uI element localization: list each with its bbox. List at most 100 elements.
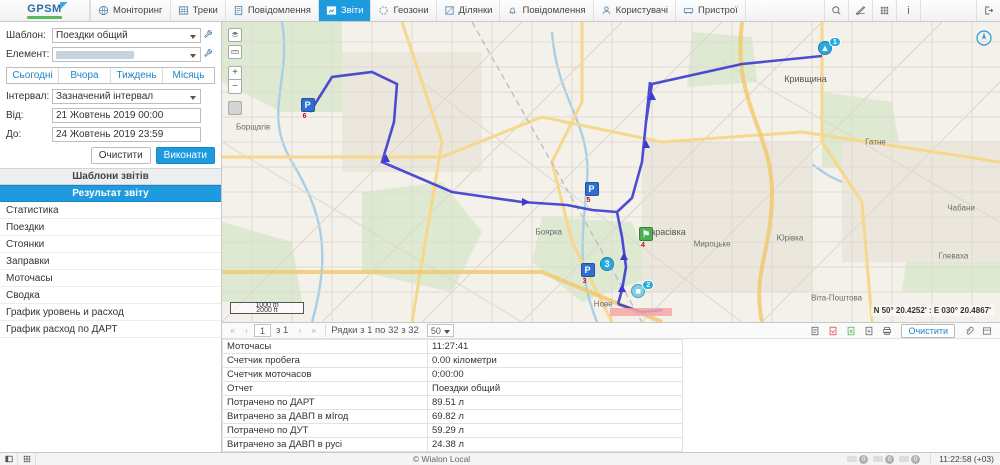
top-navigation-bar: GPSM ◤ Монiторинг Треки — [0, 0, 1000, 22]
layers-icon[interactable] — [228, 28, 242, 42]
nav-item-devices[interactable]: Пристрої — [676, 0, 746, 21]
table-row[interactable]: Потрачено по ДУТ 59.29 л — [222, 423, 683, 438]
range-month[interactable]: Місяць — [163, 68, 214, 83]
table-row[interactable]: Витрачено за ДАВП в мîгод 69.82 л — [222, 409, 683, 424]
nav-item-messages[interactable]: Повідомлення — [226, 0, 319, 21]
toggle-panel-icon[interactable] — [0, 453, 18, 465]
counter-events[interactable]: 0 — [873, 454, 895, 464]
parking-marker[interactable]: P 6 — [300, 98, 315, 120]
range-today[interactable]: Сьогодні — [7, 68, 59, 83]
to-date-input[interactable]: 24 Жовтень 2019 23:59 — [52, 127, 201, 142]
range-yesterday[interactable]: Вчора — [59, 68, 111, 83]
counter-icon — [873, 456, 884, 462]
app-logo[interactable]: GPSM ◤ — [0, 0, 90, 21]
sidebar-item-statistics[interactable]: Статистика — [0, 202, 221, 219]
interval-value: Зазначений інтервал — [56, 91, 154, 102]
interval-select[interactable]: Зазначений інтервал — [52, 89, 201, 104]
map-label: Юрівка — [776, 233, 804, 243]
parking-marker[interactable]: P 3 — [580, 263, 595, 285]
template-settings-icon[interactable] — [201, 29, 215, 42]
finish-marker[interactable]: ▲ 1 — [817, 37, 841, 55]
nav-item-tracks[interactable]: Треки — [171, 0, 226, 21]
sidebar-item-summary[interactable]: Сводка — [0, 287, 221, 304]
grid-view-icon[interactable] — [18, 453, 36, 465]
marker-glyph: ⚑ — [641, 228, 651, 239]
unit-marker[interactable]: ■ 2 — [631, 280, 655, 298]
report-icon — [326, 5, 337, 16]
counter-messages[interactable]: 0 — [847, 454, 869, 464]
split-view-icon[interactable] — [979, 324, 995, 338]
ruler-icon[interactable] — [848, 0, 872, 21]
apps-grid-icon[interactable] — [872, 0, 896, 21]
parking-marker[interactable]: P 5 — [584, 182, 599, 204]
zoom-out-button[interactable]: − — [228, 80, 242, 94]
sidebar-item-chart-level-consumption[interactable]: График уровень и расход — [0, 304, 221, 321]
section-report-templates[interactable]: Шаблони звітів — [0, 168, 221, 185]
logout-icon[interactable] — [976, 0, 1000, 21]
trip-marker[interactable]: ⚑ 4 — [639, 227, 653, 249]
nav-label: Монiторинг — [113, 5, 163, 16]
export-pdf-icon[interactable] — [825, 324, 841, 338]
sidebar-item-enginehours[interactable]: Моточасы — [0, 270, 221, 287]
search-icon[interactable] — [824, 0, 848, 21]
clear-button[interactable]: Очистити — [90, 147, 151, 164]
marker-glyph: P — [588, 184, 595, 194]
export-excel-icon[interactable] — [843, 324, 859, 338]
measure-icon[interactable] — [228, 45, 242, 59]
table-row[interactable]: Витрачено за ДАВП в русі 24.38 л — [222, 437, 683, 452]
from-date-input[interactable]: 21 Жовтень 2019 00:00 — [52, 108, 201, 123]
counter-alerts[interactable]: 0 — [899, 454, 921, 464]
row-value: 89.51 л — [427, 395, 683, 410]
sidebar-item-chart-dart-consumption[interactable]: График расход по ДАРТ — [0, 321, 221, 338]
table-row[interactable]: Витрачено за ДАВП на холостому ходу 48.9… — [222, 451, 683, 452]
element-settings-icon[interactable] — [201, 48, 215, 61]
zoom-in-button[interactable]: + — [228, 66, 242, 80]
page-total-label: з 1 — [276, 325, 289, 336]
attachment-icon[interactable] — [961, 324, 977, 338]
last-page-button[interactable]: » — [311, 326, 316, 335]
page-size-select[interactable]: 50 — [426, 324, 454, 337]
section-report-result[interactable]: Результат звіту — [0, 185, 221, 202]
sidebar-item-parkings[interactable]: Стоянки — [0, 236, 221, 253]
map-label: Віта-Поштова — [811, 293, 863, 303]
map-view[interactable]: + − 1000 m 2000 ft N 50° 20.4252' : E 03… — [222, 22, 1000, 322]
nav-item-areas[interactable]: Ділянки — [437, 0, 501, 21]
info-icon[interactable]: i — [896, 0, 920, 21]
range-week[interactable]: Тиждень — [111, 68, 163, 83]
execute-button[interactable]: Виконати — [155, 147, 215, 164]
table-row[interactable]: Потрачено по ДАРТ 89.51 л — [222, 395, 683, 410]
table-row[interactable]: Счетчик моточасов 0:00:00 — [222, 367, 683, 382]
counter-icon — [899, 456, 910, 462]
export-toolbar: Очистити — [807, 323, 1000, 338]
map-extra-button[interactable] — [228, 101, 242, 115]
report-toolbar: « ‹ 1 з 1 › » Рядки з 1 по 32 з 32 50 — [222, 322, 1000, 339]
map-label: Тарасівка — [645, 227, 686, 237]
nav-item-reports[interactable]: Звіти — [318, 0, 372, 21]
table-row[interactable]: Отчет Поездки общий — [222, 381, 683, 396]
zoom-controls: + − — [228, 66, 242, 94]
report-table-scroll[interactable]: Моточасы 11:27:41 Счетчик пробега 0.00 к… — [222, 339, 1000, 452]
table-row[interactable]: Счетчик пробега 0.00 кілометри — [222, 353, 683, 368]
clear-report-button[interactable]: Очистити — [901, 323, 955, 338]
element-select[interactable] — [52, 47, 201, 62]
nav-item-notifications[interactable]: Повідомлення — [500, 0, 594, 21]
first-page-button[interactable]: « — [230, 326, 235, 335]
export-html-icon[interactable] — [807, 324, 823, 338]
next-page-button[interactable]: › — [298, 326, 302, 335]
compass-icon[interactable] — [976, 30, 992, 46]
print-icon[interactable] — [879, 324, 895, 338]
page-number-input[interactable]: 1 — [254, 324, 271, 337]
nav-item-users[interactable]: Користувачі — [594, 0, 677, 21]
prev-page-button[interactable]: ‹ — [245, 326, 248, 335]
table-row[interactable]: Моточасы 11:27:41 — [222, 339, 683, 354]
map-label: Кривщина — [784, 74, 827, 84]
export-file-icon[interactable] — [861, 324, 877, 338]
row-key: Витрачено за ДАВП в мîгод — [222, 409, 428, 424]
template-select[interactable]: Поездки общий — [52, 28, 201, 43]
cluster-marker[interactable]: 3 — [600, 257, 615, 271]
sidebar-item-trips[interactable]: Поездки — [0, 219, 221, 236]
sidebar-item-refuels[interactable]: Заправки — [0, 253, 221, 270]
nav-item-geofences[interactable]: Геозони — [371, 0, 437, 21]
row-value: Поездки общий — [427, 381, 683, 396]
nav-item-monitoring[interactable]: Монiторинг — [90, 0, 171, 21]
